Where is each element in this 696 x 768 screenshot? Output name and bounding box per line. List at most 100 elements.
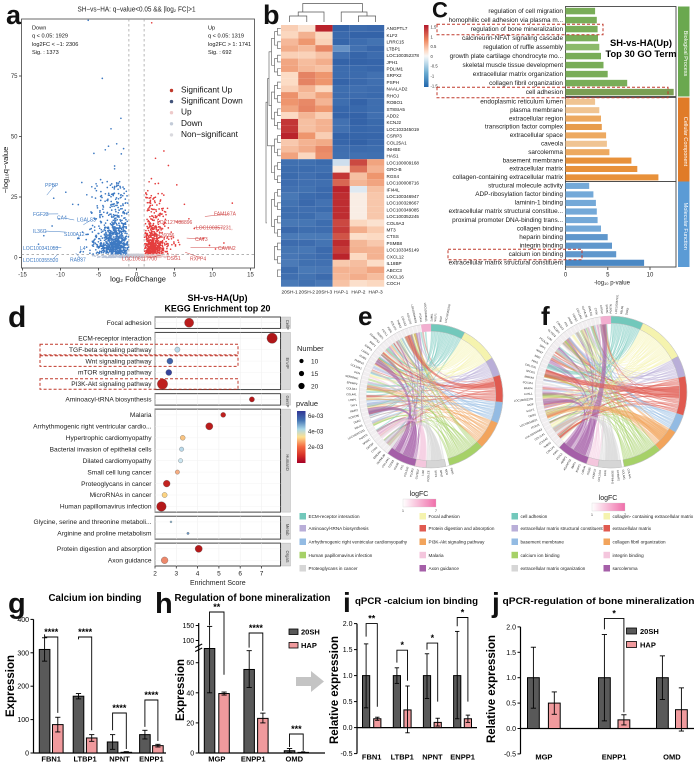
svg-text:log₂ FoldChange: log₂ FoldChange xyxy=(110,275,166,284)
svg-text:cell adhesion: cell adhesion xyxy=(521,514,548,519)
svg-text:0: 0 xyxy=(431,54,434,59)
svg-text:transcription factor complex: transcription factor complex xyxy=(485,124,564,131)
svg-text:Small cell lung cancer: Small cell lung cancer xyxy=(87,469,152,476)
svg-text:SH−vs−HA: q−value<0.05 && |log: SH−vs−HA: q−value<0.05 && |log₂ FC|>1 xyxy=(78,7,196,14)
svg-text:LOC100352245: LOC100352245 xyxy=(387,214,420,219)
svg-text:NPNT: NPNT xyxy=(422,753,443,762)
svg-text:NPNT: NPNT xyxy=(439,470,444,478)
svg-text:MGP: MGP xyxy=(527,402,534,407)
svg-text:**: ** xyxy=(368,614,376,624)
svg-text:400: 400 xyxy=(17,617,29,624)
svg-text:calcineurin-NFAT signaling cas: calcineurin-NFAT signaling cascade xyxy=(462,35,563,42)
svg-text:*: * xyxy=(612,608,616,618)
svg-text:Down: Down xyxy=(32,26,46,32)
svg-text:log2FC > 1: 1741: log2FC > 1: 1741 xyxy=(208,42,251,48)
svg-text:PSPH: PSPH xyxy=(387,80,400,85)
svg-text:5: 5 xyxy=(217,571,221,578)
svg-text:4e-03: 4e-03 xyxy=(308,430,324,436)
svg-text:Arrhythmogenic right ventricul: Arrhythmogenic right ventricular cardiom… xyxy=(309,540,408,545)
svg-text:COL16A1: COL16A1 xyxy=(597,469,603,482)
svg-text:ECM-receptor interaction: ECM-receptor interaction xyxy=(78,335,152,342)
svg-text:logFC: logFC xyxy=(599,495,618,502)
svg-text:q < 0.05: 1319: q < 0.05: 1319 xyxy=(208,34,244,40)
svg-text:collagen fibril organization: collagen fibril organization xyxy=(613,540,667,545)
svg-text:COL11A1: COL11A1 xyxy=(534,432,546,442)
svg-text:HAS1: HAS1 xyxy=(387,154,399,159)
svg-text:ITGA8: ITGA8 xyxy=(393,461,400,470)
svg-text:Human papillomavirus infection: Human papillomavirus infection xyxy=(60,504,152,511)
svg-text:logFC: logFC xyxy=(410,491,429,498)
svg-text:200: 200 xyxy=(17,684,29,691)
svg-text:NPNT: NPNT xyxy=(535,348,544,355)
svg-text:****: **** xyxy=(44,627,59,637)
svg-text:HAP-1: HAP-1 xyxy=(334,290,348,296)
svg-text:regulation of bone mineralizat: regulation of bone mineralization xyxy=(471,26,564,33)
svg-text:regulation of ruffle assembly: regulation of ruffle assembly xyxy=(483,44,564,51)
svg-text:5: 5 xyxy=(606,273,610,279)
svg-text:0: 0 xyxy=(25,751,29,758)
svg-text:LOC100348621: LOC100348621 xyxy=(519,417,539,428)
svg-text:ABCC3: ABCC3 xyxy=(387,268,403,273)
svg-text:CCDC80: CCDC80 xyxy=(348,413,360,420)
svg-text:CTSS: CTSS xyxy=(387,234,399,239)
svg-text:P3H1: P3H1 xyxy=(386,326,393,334)
svg-text:LTBP1: LTBP1 xyxy=(387,46,401,51)
svg-text:Significant Up: Significant Up xyxy=(181,85,233,95)
svg-text:-log₁₀ p-value: -log₁₀ p-value xyxy=(594,281,631,287)
svg-text:ANGPTL7: ANGPTL7 xyxy=(387,26,408,31)
svg-text:AEBP1: AEBP1 xyxy=(376,331,385,341)
svg-text:MMP2: MMP2 xyxy=(350,408,359,414)
svg-text:DCN: DCN xyxy=(354,370,361,376)
svg-text:e: e xyxy=(358,301,372,331)
svg-text:0.0: 0.0 xyxy=(506,726,516,733)
svg-text:FKBP10: FKBP10 xyxy=(591,468,597,479)
svg-text:C: C xyxy=(432,0,448,23)
svg-text:MicroRNAs in cancer: MicroRNAs in cancer xyxy=(90,492,153,499)
svg-text:NPNT: NPNT xyxy=(109,755,130,764)
svg-text:SPON1: SPON1 xyxy=(526,369,536,375)
svg-text:CTSK: CTSK xyxy=(594,307,599,315)
svg-text:OLFML2B: OLFML2B xyxy=(581,305,589,318)
svg-text:*: * xyxy=(431,633,435,643)
svg-text:Down: Down xyxy=(181,118,203,128)
svg-text:extracellular matrix structura: extracellular matrix structural constitu… xyxy=(449,260,564,267)
svg-text:1: 1 xyxy=(402,509,404,513)
svg-text:integrin binding: integrin binding xyxy=(520,242,564,249)
svg-text:CSRP3: CSRP3 xyxy=(387,134,403,139)
svg-text:g: g xyxy=(8,588,26,620)
svg-text:10: 10 xyxy=(311,358,319,365)
svg-text:LOC100349085: LOC100349085 xyxy=(387,207,420,212)
svg-text:JPH1: JPH1 xyxy=(387,60,399,65)
svg-text:-1: -1 xyxy=(431,74,435,79)
svg-text:LOC100355520: LOC100355520 xyxy=(23,258,59,264)
svg-text:cell adhesion: cell adhesion xyxy=(526,89,564,96)
svg-text:Proteoglycans in cancer: Proteoglycans in cancer xyxy=(81,481,152,488)
svg-text:EnvIP: EnvIP xyxy=(285,357,290,368)
svg-text:i: i xyxy=(343,587,351,618)
svg-text:50: 50 xyxy=(11,135,18,141)
svg-text:COL4A1: COL4A1 xyxy=(626,468,632,479)
svg-text:SRPX2: SRPX2 xyxy=(387,73,403,78)
svg-text:AEBP1: AEBP1 xyxy=(560,455,568,465)
svg-text:GenIP: GenIP xyxy=(285,395,290,407)
svg-text:**: ** xyxy=(213,602,221,612)
svg-text:ADD2: ADD2 xyxy=(387,114,400,119)
svg-text:j: j xyxy=(491,587,500,618)
svg-text:LUM: LUM xyxy=(421,469,426,476)
svg-text:extracellular matrix: extracellular matrix xyxy=(509,166,563,173)
svg-text:Focal adhesion: Focal adhesion xyxy=(429,514,461,519)
svg-text:GRO-B: GRO-B xyxy=(387,167,402,172)
svg-text:2.0: 2.0 xyxy=(506,624,516,631)
svg-text:extracellular matrix organizat: extracellular matrix organization xyxy=(521,566,586,571)
svg-text:LTBP1: LTBP1 xyxy=(73,755,96,764)
svg-text:150: 150 xyxy=(183,623,195,630)
svg-text:POSTN: POSTN xyxy=(609,304,613,313)
svg-text:FKBP10: FKBP10 xyxy=(354,358,365,366)
svg-text:LOC100352378: LOC100352378 xyxy=(444,303,452,323)
svg-text:0: 0 xyxy=(564,273,568,279)
svg-text:FSTL1: FSTL1 xyxy=(381,328,389,337)
svg-text:Focal adhesion: Focal adhesion xyxy=(107,320,152,327)
svg-text:IL36G: IL36G xyxy=(33,229,47,235)
svg-text:1.0: 1.0 xyxy=(506,675,516,682)
svg-text:qPCR-regulation of bone minera: qPCR-regulation of bone mineralization xyxy=(503,596,695,607)
